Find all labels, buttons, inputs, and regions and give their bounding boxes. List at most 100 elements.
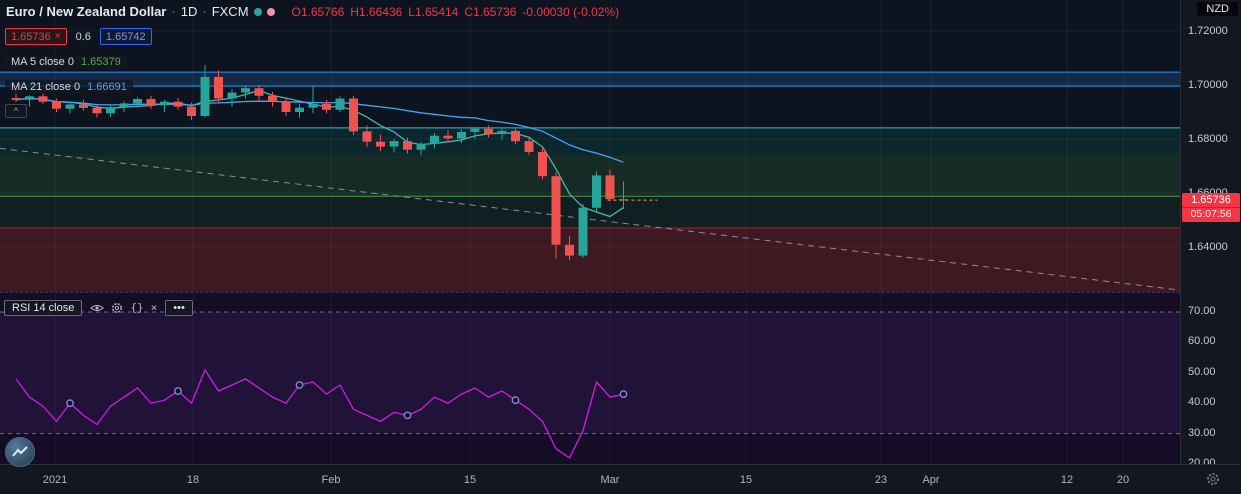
- price-chart-canvas[interactable]: [0, 0, 1180, 292]
- candle: [389, 141, 399, 147]
- candle: [268, 95, 277, 102]
- rsi-marker: [174, 387, 182, 395]
- candle: [578, 207, 588, 256]
- ma5-legend-row[interactable]: MA 5 close 0 1.65379: [5, 55, 127, 69]
- candle: [187, 106, 196, 116]
- spread-label: 0.6: [72, 29, 94, 44]
- candle: [65, 104, 75, 109]
- visibility-eye-icon[interactable]: [90, 303, 105, 313]
- rsi-axis-label: 60.00: [1188, 335, 1216, 348]
- candle: [538, 151, 547, 177]
- candle: [52, 101, 61, 109]
- candle: [430, 135, 439, 144]
- rsi-pane[interactable]: [0, 292, 1180, 464]
- separator-dot: ·: [202, 4, 207, 19]
- candle: [92, 107, 102, 114]
- candle: [322, 103, 331, 110]
- time-axis-label: 18: [186, 474, 200, 486]
- time-axis-label: 20: [1116, 474, 1130, 486]
- value-zone-green: [0, 154, 1180, 197]
- candle: [119, 103, 129, 108]
- rsi-chart-canvas[interactable]: [0, 293, 1180, 464]
- more-options-icon[interactable]: •••: [165, 300, 193, 316]
- candle: [146, 99, 156, 106]
- source-code-icon[interactable]: {}: [130, 301, 144, 314]
- timezone-settings-gear-icon[interactable]: [1206, 472, 1220, 486]
- interval-label[interactable]: 1D: [180, 4, 198, 19]
- candle: [25, 96, 34, 100]
- time-axis[interactable]: 2021 18 Feb 15 Mar 15 23 Apr 12 20: [0, 464, 1241, 494]
- rsi-band-fill: [0, 312, 1180, 434]
- candle: [497, 130, 507, 135]
- tradingview-logo[interactable]: [5, 437, 35, 467]
- ma21-line[interactable]: [15, 97, 624, 163]
- candle: [403, 141, 412, 150]
- candle: [349, 98, 358, 132]
- rsi-line[interactable]: [15, 368, 624, 459]
- chart-legend: Euro / New Zealand Dollar · 1D · FXCM O1…: [6, 4, 619, 19]
- lower-green-zone: [0, 196, 1180, 228]
- alert-price-chip[interactable]: 1.65736 ×: [5, 28, 67, 45]
- close-icon[interactable]: ×: [54, 30, 61, 42]
- ma5-label: MA 5 close 0: [11, 56, 74, 68]
- descending-trendline[interactable]: [0, 147, 1180, 291]
- time-axis-label: 15: [739, 474, 753, 486]
- candle: [281, 101, 291, 112]
- time-axis-label: Feb: [321, 474, 341, 486]
- settings-gear-icon[interactable]: [111, 302, 123, 314]
- price-label-chips: 1.65736 × 0.6 1.65742: [5, 28, 152, 45]
- candle: [443, 135, 453, 139]
- main-chart-pane[interactable]: [0, 0, 1180, 292]
- open-value: O1.65766: [291, 4, 345, 19]
- close-value: C1.65736: [464, 4, 517, 19]
- rsi-axis-label: 50.00: [1188, 365, 1216, 378]
- time-axis-label: Apr: [922, 474, 940, 486]
- change-value: -0.00030 (-0.02%): [522, 4, 620, 19]
- candle: [484, 128, 493, 135]
- candle: [79, 104, 88, 108]
- bar-countdown: 05:07:56: [1182, 207, 1240, 221]
- price-axis[interactable]: NZD 1.65736 05:07:56 1.72000 1.70000 1.680…: [1180, 0, 1241, 469]
- candle: [295, 107, 304, 112]
- close-icon[interactable]: ×: [150, 301, 158, 314]
- ma5-line[interactable]: [15, 89, 624, 218]
- alert-price-value: 1.65736: [11, 30, 51, 43]
- ma21-label: MA 21 close 0: [11, 81, 81, 93]
- supply-zone-teal: [0, 127, 1180, 155]
- symbol-title[interactable]: Euro / New Zealand Dollar: [6, 4, 167, 19]
- rsi-marker: [295, 381, 304, 389]
- separator-dot: ·: [171, 4, 176, 19]
- candle: [470, 128, 480, 132]
- candle: [592, 175, 601, 208]
- candle: [335, 98, 345, 110]
- support-zone-red: [0, 228, 1180, 292]
- candle: [106, 107, 115, 114]
- exchange-label[interactable]: FXCM: [211, 4, 249, 19]
- rsi-legend-label[interactable]: RSI 14 close: [4, 300, 83, 316]
- candle: [457, 132, 466, 139]
- collapse-legend-button[interactable]: ^: [5, 104, 27, 118]
- market-status-dot-pink: [266, 7, 275, 16]
- price-axis-label: 1.72000: [1188, 25, 1228, 38]
- candle: [254, 88, 264, 96]
- candle: [524, 141, 534, 152]
- rsi-marker: [619, 390, 628, 399]
- order-price-chip[interactable]: 1.65742: [99, 28, 152, 45]
- currency-button[interactable]: NZD: [1197, 2, 1238, 16]
- low-value: L1.65414: [408, 4, 459, 19]
- ohlc-values: O1.65766 H1.66436 L1.65414 C1.65736 -0.0…: [292, 5, 620, 19]
- candle: [308, 103, 318, 108]
- candle: [376, 141, 385, 147]
- order-price-value: 1.65742: [105, 30, 146, 43]
- price-axis-label: 1.64000: [1188, 240, 1228, 253]
- price-axis-label: 1.68000: [1188, 132, 1228, 145]
- candle: [619, 199, 628, 201]
- time-axis-label: Mar: [600, 474, 620, 486]
- candle: [214, 76, 223, 99]
- ma21-legend-row[interactable]: MA 21 close 0 1.66691: [5, 80, 133, 94]
- candle: [362, 131, 372, 142]
- candle: [38, 96, 48, 102]
- candle: [605, 175, 615, 200]
- ma21-value: 1.66691: [87, 81, 127, 93]
- rsi-axis-label: 70.00: [1188, 304, 1216, 317]
